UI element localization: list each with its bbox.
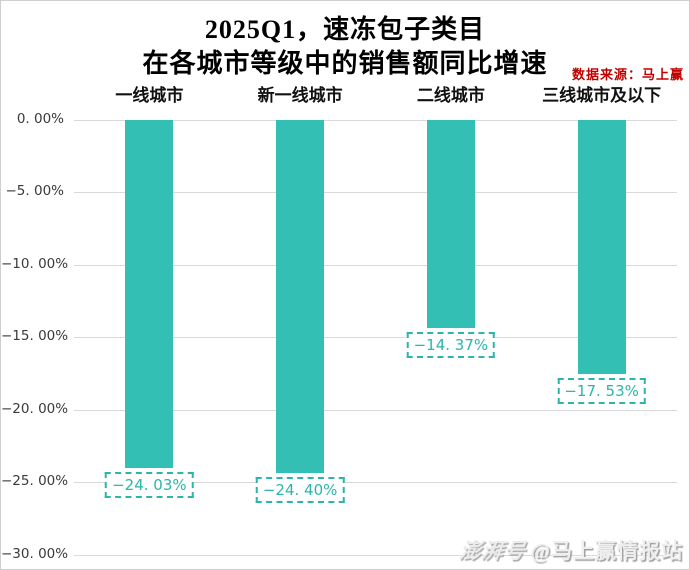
chart-bar	[125, 119, 174, 468]
bar-value-label: −24. 40%	[255, 477, 345, 504]
bar-value-label: −24. 03%	[105, 471, 194, 498]
chart-bar	[276, 119, 325, 474]
watermark: 澎湃号 @马上赢情报站	[458, 535, 683, 565]
bar-value-label: −17. 53%	[557, 377, 646, 404]
y-axis-tick-label: −25. 00%	[1, 473, 69, 489]
watermark-account-handle: @马上赢情报站	[530, 539, 683, 563]
y-axis-tick-label: −30. 00%	[1, 545, 69, 562]
y-axis-tick-label: 0. 00%	[16, 110, 64, 127]
x-axis-category-label: 新一线城市	[257, 86, 343, 105]
chart-title-line2: 在各城市等级中的销售额同比增速	[142, 49, 548, 78]
gridline	[74, 119, 677, 121]
gridline	[74, 192, 677, 193]
bar-value-label: −14. 37%	[406, 331, 496, 358]
y-axis-tick-label: −10. 00%	[1, 255, 69, 272]
y-axis-tick-label: −15. 00%	[1, 328, 69, 344]
gridline	[74, 409, 677, 411]
chart-title-line1: 2025Q1，速冻包子类目	[204, 15, 486, 44]
chart-bar	[577, 119, 626, 374]
gridline	[74, 264, 677, 266]
gridline	[74, 554, 677, 556]
y-axis-tick-label: −5. 00%	[5, 183, 65, 199]
watermark-platform-logo: 澎湃号	[458, 539, 528, 563]
gridline	[74, 337, 677, 338]
x-axis-category-label: 二线城市	[416, 86, 485, 105]
x-axis-category-label: 三线城市及以下	[542, 86, 662, 105]
y-axis-tick-label: −20. 00%	[1, 400, 69, 417]
data-source-note: 数据来源：马上赢	[571, 67, 684, 82]
chart-bar	[426, 119, 475, 328]
x-axis-category-label: 一线城市	[115, 86, 184, 105]
gridline	[74, 482, 677, 483]
